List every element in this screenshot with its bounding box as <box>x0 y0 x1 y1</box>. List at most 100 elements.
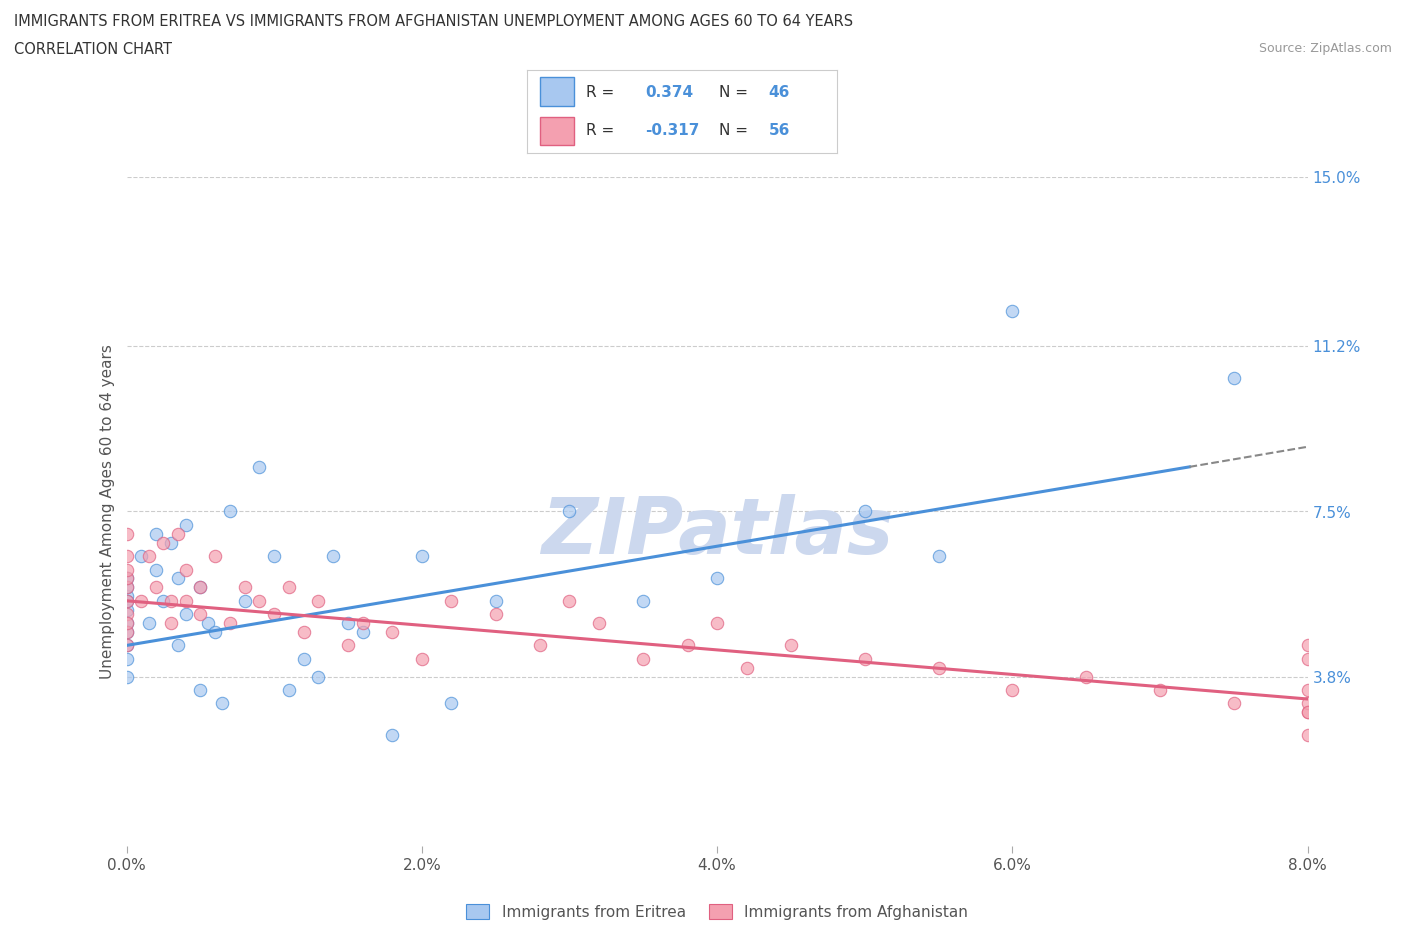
Point <box>159 536 183 551</box>
Point <box>115 603 138 618</box>
Point <box>188 683 211 698</box>
Point <box>631 651 654 666</box>
Point <box>115 651 138 666</box>
Point <box>1222 696 1246 711</box>
Point <box>1296 705 1319 720</box>
FancyBboxPatch shape <box>540 77 574 106</box>
Point <box>167 638 190 653</box>
Point <box>167 571 190 586</box>
Point <box>779 638 801 653</box>
Point <box>204 625 226 640</box>
Y-axis label: Unemployment Among Ages 60 to 64 years: Unemployment Among Ages 60 to 64 years <box>100 344 115 679</box>
Point <box>263 606 285 621</box>
Point <box>218 616 242 631</box>
Point <box>484 593 508 608</box>
Point <box>115 638 138 653</box>
Point <box>188 580 211 595</box>
Point <box>174 517 197 532</box>
Text: -0.317: -0.317 <box>645 124 699 139</box>
Point <box>411 549 433 564</box>
Text: N =: N = <box>718 124 748 139</box>
Text: Source: ZipAtlas.com: Source: ZipAtlas.com <box>1258 42 1392 55</box>
Point <box>174 593 197 608</box>
Text: 56: 56 <box>769 124 790 139</box>
Point <box>529 638 551 653</box>
Point <box>145 526 167 541</box>
Point <box>440 696 463 711</box>
Point <box>115 625 138 640</box>
Point <box>1296 651 1319 666</box>
FancyBboxPatch shape <box>540 116 574 145</box>
Point <box>1149 683 1171 698</box>
Point <box>484 606 508 621</box>
Point <box>853 651 876 666</box>
Point <box>1296 705 1319 720</box>
Point <box>115 526 138 541</box>
Point <box>263 549 285 564</box>
Point <box>676 638 699 653</box>
Point <box>115 571 138 586</box>
Point <box>735 660 758 675</box>
Text: ZIPatlas: ZIPatlas <box>541 494 893 569</box>
Point <box>1001 683 1024 698</box>
Point <box>1296 683 1319 698</box>
Point <box>337 616 360 631</box>
Point <box>167 526 190 541</box>
Text: IMMIGRANTS FROM ERITREA VS IMMIGRANTS FROM AFGHANISTAN UNEMPLOYMENT AMONG AGES 6: IMMIGRANTS FROM ERITREA VS IMMIGRANTS FR… <box>14 14 853 29</box>
Point <box>588 616 610 631</box>
Point <box>218 504 242 519</box>
Point <box>381 727 404 742</box>
Text: R =: R = <box>586 85 614 100</box>
Point <box>706 571 728 586</box>
Point <box>115 593 138 608</box>
Point <box>322 549 344 564</box>
Point <box>115 625 138 640</box>
Text: 0.374: 0.374 <box>645 85 693 100</box>
Point <box>115 638 138 653</box>
Point <box>247 593 270 608</box>
Point <box>411 651 433 666</box>
Point <box>129 549 153 564</box>
Point <box>278 580 301 595</box>
Point <box>115 589 138 604</box>
Point <box>233 580 256 595</box>
Point <box>1222 370 1246 385</box>
Point <box>558 504 581 519</box>
Point <box>188 606 211 621</box>
Point <box>188 580 211 595</box>
Point <box>558 593 581 608</box>
Point <box>115 580 138 595</box>
Point <box>1296 727 1319 742</box>
Point <box>381 625 404 640</box>
Point <box>197 616 219 631</box>
Text: CORRELATION CHART: CORRELATION CHART <box>14 42 172 57</box>
Text: N =: N = <box>718 85 748 100</box>
Point <box>211 696 233 711</box>
Point <box>115 616 138 631</box>
Point <box>928 660 950 675</box>
Point <box>115 562 138 577</box>
Point <box>138 549 160 564</box>
Point <box>233 593 256 608</box>
Point <box>278 683 301 698</box>
Point <box>928 549 950 564</box>
Point <box>1296 696 1319 711</box>
Point <box>159 616 183 631</box>
Point <box>152 593 174 608</box>
Point <box>174 562 197 577</box>
Point <box>292 651 315 666</box>
Point <box>115 616 138 631</box>
Legend: Immigrants from Eritrea, Immigrants from Afghanistan: Immigrants from Eritrea, Immigrants from… <box>460 897 974 925</box>
Point <box>115 670 138 684</box>
Point <box>1296 638 1319 653</box>
Point <box>115 593 138 608</box>
Point <box>115 549 138 564</box>
Point <box>247 459 270 474</box>
Point <box>706 616 728 631</box>
Point <box>115 580 138 595</box>
Point <box>352 616 374 631</box>
Point <box>152 536 174 551</box>
Point <box>352 625 374 640</box>
Text: R =: R = <box>586 124 614 139</box>
Point <box>145 580 167 595</box>
